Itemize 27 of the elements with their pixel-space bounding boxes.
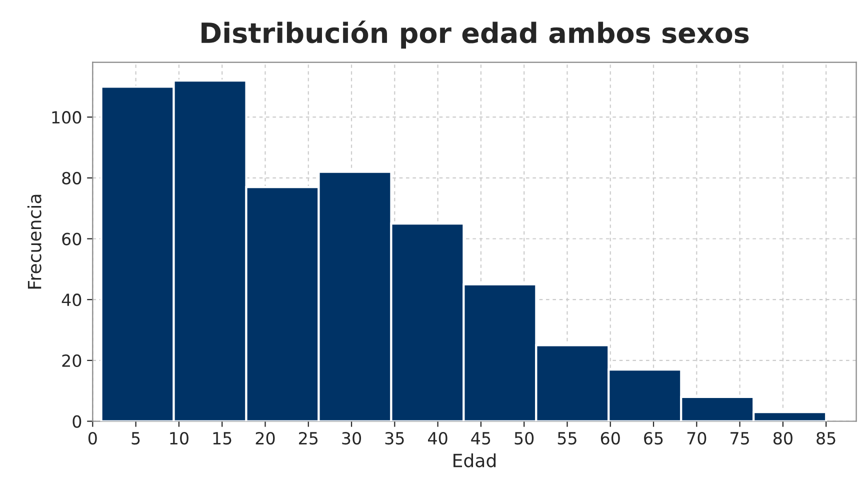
x-tick-label: 60 xyxy=(600,432,620,445)
x-tick-label: 15 xyxy=(213,432,232,445)
y-tick-label: 20 xyxy=(62,354,82,367)
x-tick-label: 75 xyxy=(730,432,749,445)
x-tick-label: 55 xyxy=(558,432,576,445)
y-tick-label: 100 xyxy=(52,111,82,124)
x-tick-label: 30 xyxy=(342,432,362,445)
x-tick-label: 20 xyxy=(256,432,275,445)
x-tick-label: 0 xyxy=(88,432,97,445)
x-tick-label: 70 xyxy=(687,432,706,445)
x-tick-label: 25 xyxy=(298,432,318,445)
x-tick-label: 80 xyxy=(773,432,792,445)
x-tick-label: 85 xyxy=(816,432,836,445)
y-tick-label: 60 xyxy=(62,232,82,246)
y-tick-label: 40 xyxy=(62,294,82,306)
y-tick-label: 0 xyxy=(72,415,82,428)
y-tick-label: 80 xyxy=(62,172,82,184)
x-tick-label: 5 xyxy=(132,432,140,445)
x-tick-label: 35 xyxy=(385,432,404,445)
x-tick-label: 45 xyxy=(471,432,490,445)
x-tick-label: 50 xyxy=(514,432,534,445)
x-axis-title: Edad xyxy=(454,453,496,468)
y-axis-title: Frecuencia xyxy=(27,194,42,289)
x-tick-label: 65 xyxy=(644,432,663,445)
x-tick-label: 40 xyxy=(428,432,448,445)
chart-title: Distribución por edad ambos sexos xyxy=(202,20,749,49)
x-tick-label: 10 xyxy=(170,432,188,445)
